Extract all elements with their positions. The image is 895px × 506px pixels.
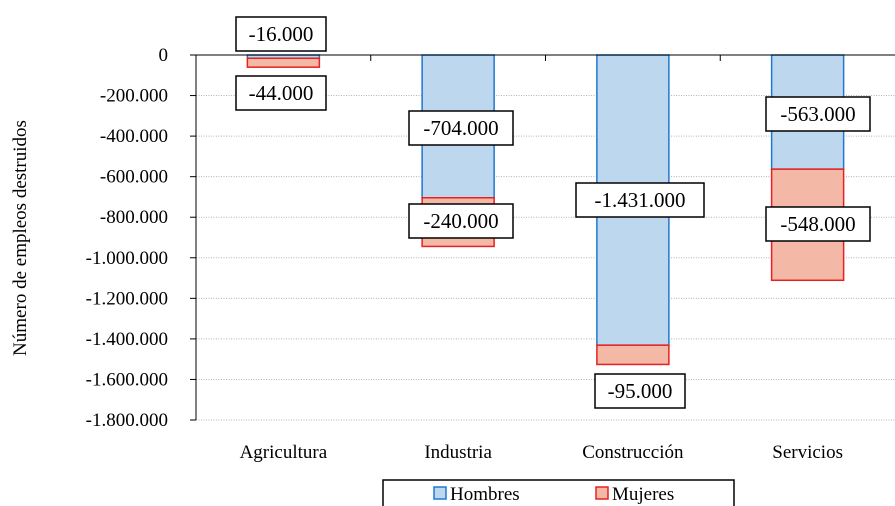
category-label: Agricultura	[240, 442, 328, 463]
data-label: -548.000	[780, 212, 855, 236]
data-label-box	[765, 96, 871, 132]
category-label: Construcción	[582, 442, 684, 463]
data-label: -1.431.000	[595, 188, 686, 212]
bar-mujeres	[246, 57, 321, 68]
y-tick-labels: 0 -200.000 -400.000 -600.000 -800.000 -1.000.…	[86, 45, 168, 431]
data-labels: -16.000 -704.000 -1.431.000 -563.000 -44.000…	[235, 16, 871, 409]
y-tick-label: -1.000.000	[86, 248, 168, 269]
data-label-box	[235, 16, 327, 52]
category-label: Servicios	[772, 442, 843, 463]
data-label: -44.000	[249, 81, 314, 105]
legend-label: Hombres	[450, 484, 520, 505]
data-label: -704.000	[423, 116, 498, 140]
category-label: Industria	[424, 442, 492, 463]
data-label-box	[575, 182, 705, 218]
y-tick-label: -400.000	[100, 126, 168, 147]
axes	[190, 54, 895, 421]
legend-swatch-hombres	[433, 486, 447, 500]
y-tick-label: -1.600.000	[86, 369, 168, 390]
y-axis-label: Número de empleos destruidos	[10, 120, 31, 356]
data-label-box	[235, 75, 327, 111]
category-labels: Agricultura Industria Construcción Servicio…	[240, 442, 843, 463]
data-label-box	[408, 203, 514, 239]
data-label: -16.000	[249, 22, 314, 46]
data-label-box	[594, 373, 686, 409]
y-tick-label: -1.800.000	[86, 410, 168, 431]
legend: Hombres Mujeres	[382, 479, 735, 506]
bar-mujeres	[596, 344, 670, 366]
y-tick-label: 0	[159, 45, 169, 66]
data-label: -563.000	[780, 102, 855, 126]
y-tick-label: -1.200.000	[86, 288, 168, 309]
y-tick-label: -600.000	[100, 167, 168, 188]
data-label: -240.000	[423, 209, 498, 233]
data-label-box	[408, 110, 514, 146]
y-tick-label: -800.000	[100, 207, 168, 228]
legend-swatch-mujeres	[595, 486, 609, 500]
data-label: -95.000	[608, 379, 673, 403]
data-label-box	[765, 206, 871, 242]
y-tick-label: -200.000	[100, 86, 168, 107]
y-tick-label: -1.400.000	[86, 329, 168, 350]
bars	[246, 54, 845, 366]
legend-label: Mujeres	[612, 484, 674, 505]
